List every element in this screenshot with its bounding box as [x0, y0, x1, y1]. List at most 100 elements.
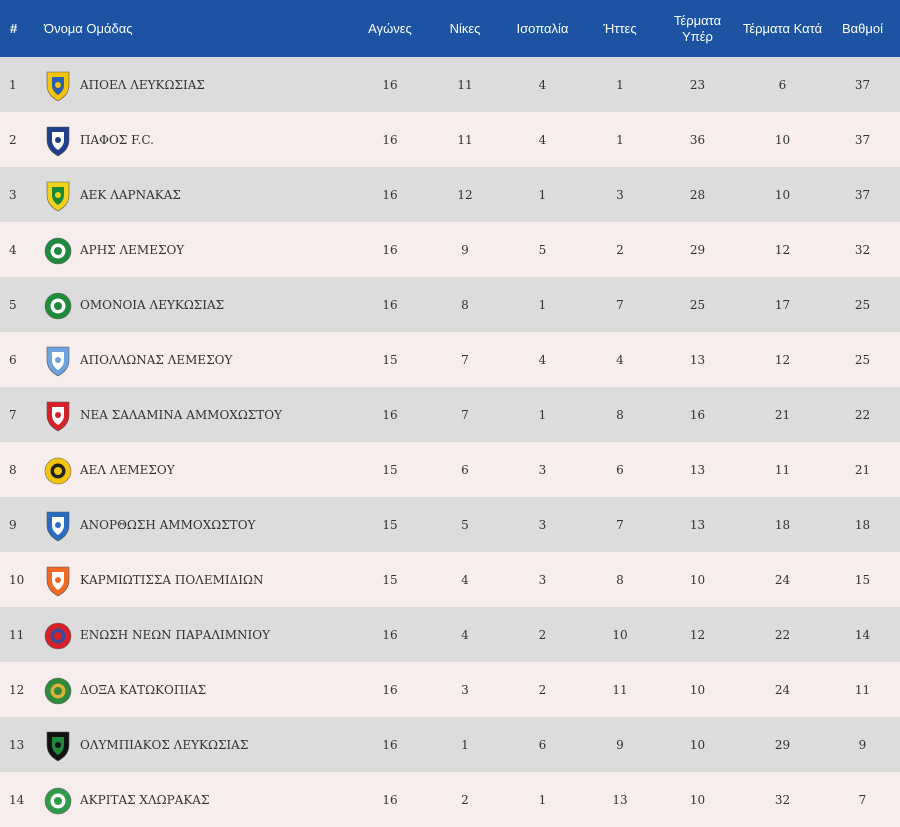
goals-for-cell: 13: [655, 332, 740, 387]
wins-cell: 5: [430, 497, 500, 552]
losses-cell: 11: [585, 662, 655, 717]
karmiotissa-crest-icon: [46, 566, 70, 596]
team-name[interactable]: ΑΡΗΣ ΛΕΜΕΣΟΥ: [80, 242, 185, 257]
team-info: ΑΠΟΕΛ ΛΕΥΚΩΣΙΑΣ: [44, 57, 350, 112]
team-info: ΑΠΟΛΛΩΝΑΣ ΛΕΜΕΣΟΥ: [44, 332, 350, 387]
points-cell: 14: [825, 607, 900, 662]
team-name[interactable]: ΟΛΥΜΠΙΑΚΟΣ ΛΕΥΚΩΣΙΑΣ: [80, 737, 249, 752]
table-row[interactable]: 7 ΝΕΑ ΣΑΛΑΜΙΝΑ ΑΜΜΟΧΩΣΤΟΥ 16 7 1 8 16 21 22: [0, 387, 900, 442]
team-name[interactable]: ΠΑΦΟΣ F.C.: [80, 132, 154, 147]
played-cell: 16: [350, 277, 430, 332]
wins-cell: 6: [430, 442, 500, 497]
position-cell: 7: [0, 387, 40, 442]
draws-cell: 2: [500, 607, 585, 662]
team-name[interactable]: ΑΝΟΡΘΩΣΗ ΑΜΜΟΧΩΣΤΟΥ: [80, 517, 256, 532]
table-row[interactable]: 14 ΑΚΡΙΤΑΣ ΧΛΩΡΑΚΑΣ 16 2 1 13 10 32 7: [0, 772, 900, 827]
team-cell: ΝΕΑ ΣΑΛΑΜΙΝΑ ΑΜΜΟΧΩΣΤΟΥ: [40, 387, 350, 442]
table-row[interactable]: 13 ΟΛΥΜΠΙΑΚΟΣ ΛΕΥΚΩΣΙΑΣ 16 1 6 9 10 29 9: [0, 717, 900, 772]
position-cell: 5: [0, 277, 40, 332]
losses-cell: 8: [585, 387, 655, 442]
team-cell: ΑΕΛ ΛΕΜΕΣΟΥ: [40, 442, 350, 497]
table-row[interactable]: 12 ΔΟΞΑ ΚΑΤΩΚΟΠΙΑΣ 16 3 2 11 10 24 11: [0, 662, 900, 717]
team-name[interactable]: ΑΚΡΙΤΑΣ ΧΛΩΡΑΚΑΣ: [80, 792, 210, 807]
team-name[interactable]: ΚΑΡΜΙΩΤΙΣΣΑ ΠΟΛΕΜΙΔΙΩΝ: [80, 572, 264, 587]
position-cell: 13: [0, 717, 40, 772]
played-cell: 16: [350, 717, 430, 772]
team-info: ΑΚΡΙΤΑΣ ΧΛΩΡΑΚΑΣ: [44, 772, 350, 827]
table-row[interactable]: 4 ΑΡΗΣ ΛΕΜΕΣΟΥ 16 9 5 2 29 12 32: [0, 222, 900, 277]
table-row[interactable]: 2 ΠΑΦΟΣ F.C. 16 11 4 1 36 10 37: [0, 112, 900, 167]
draws-cell: 4: [500, 112, 585, 167]
wins-cell: 8: [430, 277, 500, 332]
points-cell: 25: [825, 277, 900, 332]
wins-cell: 4: [430, 552, 500, 607]
goals-against-cell: 21: [740, 387, 825, 442]
position-cell: 12: [0, 662, 40, 717]
wins-cell: 4: [430, 607, 500, 662]
header-draws: Ισοπαλία: [500, 0, 585, 57]
team-info: ΑΕΛ ΛΕΜΕΣΟΥ: [44, 442, 350, 497]
team-info: ΠΑΦΟΣ F.C.: [44, 112, 350, 167]
goals-for-cell: 10: [655, 662, 740, 717]
wins-cell: 7: [430, 387, 500, 442]
team-name[interactable]: ΟΜΟΝΟΙΑ ΛΕΥΚΩΣΙΑΣ: [80, 297, 225, 312]
team-name[interactable]: ΝΕΑ ΣΑΛΑΜΙΝΑ ΑΜΜΟΧΩΣΤΟΥ: [80, 407, 283, 422]
losses-cell: 1: [585, 112, 655, 167]
team-info: ΚΑΡΜΙΩΤΙΣΣΑ ΠΟΛΕΜΙΔΙΩΝ: [44, 552, 350, 607]
losses-cell: 13: [585, 772, 655, 827]
draws-cell: 3: [500, 497, 585, 552]
table-row[interactable]: 5 ΟΜΟΝΟΙΑ ΛΕΥΚΩΣΙΑΣ 16 8 1 7 25 17 25: [0, 277, 900, 332]
position-cell: 11: [0, 607, 40, 662]
played-cell: 15: [350, 497, 430, 552]
team-name[interactable]: ΑΕΛ ΛΕΜΕΣΟΥ: [80, 462, 175, 477]
table-row[interactable]: 11 ΕΝΩΣΗ ΝΕΩΝ ΠΑΡΑΛΙΜΝΙΟΥ 16 4 2 10 12 22 14: [0, 607, 900, 662]
header-team-name: Όνομα Ομάδας: [40, 0, 350, 57]
position-cell: 3: [0, 167, 40, 222]
team-info: ΑΝΟΡΘΩΣΗ ΑΜΜΟΧΩΣΤΟΥ: [44, 497, 350, 552]
losses-cell: 6: [585, 442, 655, 497]
points-cell: 9: [825, 717, 900, 772]
team-info: ΝΕΑ ΣΑΛΑΜΙΝΑ ΑΜΜΟΧΩΣΤΟΥ: [44, 387, 350, 442]
table-row[interactable]: 3 ΑΕΚ ΛΑΡΝΑΚΑΣ 16 12 1 3 28 10 37: [0, 167, 900, 222]
goals-against-cell: 12: [740, 222, 825, 277]
goals-for-cell: 25: [655, 277, 740, 332]
draws-cell: 5: [500, 222, 585, 277]
goals-against-cell: 18: [740, 497, 825, 552]
omonoia-crest-icon: [44, 292, 72, 319]
goals-for-cell: 10: [655, 772, 740, 827]
table-row[interactable]: 9 ΑΝΟΡΘΩΣΗ ΑΜΜΟΧΩΣΤΟΥ 15 5 3 7 13 18 18: [0, 497, 900, 552]
team-name[interactable]: ΔΟΞΑ ΚΑΤΩΚΟΠΙΑΣ: [80, 682, 207, 697]
losses-cell: 7: [585, 277, 655, 332]
points-cell: 22: [825, 387, 900, 442]
team-cell: ΟΛΥΜΠΙΑΚΟΣ ΛΕΥΚΩΣΙΑΣ: [40, 717, 350, 772]
table-row[interactable]: 6 ΑΠΟΛΛΩΝΑΣ ΛΕΜΕΣΟΥ 15 7 4 4 13 12 25: [0, 332, 900, 387]
team-info: ΟΛΥΜΠΙΑΚΟΣ ΛΕΥΚΩΣΙΑΣ: [44, 717, 350, 772]
wins-cell: 3: [430, 662, 500, 717]
draws-cell: 1: [500, 772, 585, 827]
goals-for-cell: 13: [655, 497, 740, 552]
team-name[interactable]: ΕΝΩΣΗ ΝΕΩΝ ΠΑΡΑΛΙΜΝΙΟΥ: [80, 627, 271, 642]
goals-for-cell: 12: [655, 607, 740, 662]
team-name[interactable]: ΑΠΟΕΛ ΛΕΥΚΩΣΙΑΣ: [80, 77, 205, 92]
table-row[interactable]: 8 ΑΕΛ ΛΕΜΕΣΟΥ 15 6 3 6 13 11 21: [0, 442, 900, 497]
played-cell: 16: [350, 167, 430, 222]
goals-for-cell: 36: [655, 112, 740, 167]
team-name[interactable]: ΑΕΚ ΛΑΡΝΑΚΑΣ: [80, 187, 181, 202]
goals-against-cell: 11: [740, 442, 825, 497]
points-cell: 37: [825, 112, 900, 167]
draws-cell: 1: [500, 387, 585, 442]
team-cell: ΑΕΚ ΛΑΡΝΑΚΑΣ: [40, 167, 350, 222]
team-cell: ΑΠΟΕΛ ΛΕΥΚΩΣΙΑΣ: [40, 57, 350, 112]
team-info: ΟΜΟΝΟΙΑ ΛΕΥΚΩΣΙΑΣ: [44, 277, 350, 332]
header-wins: Νίκες: [430, 0, 500, 57]
table-row[interactable]: 1 ΑΠΟΕΛ ΛΕΥΚΩΣΙΑΣ 16 11 4 1 23 6 37: [0, 57, 900, 112]
anorthosis-crest-icon: [46, 511, 70, 541]
table-header-row: # Όνομα Ομάδας Αγώνες Νίκες Ισοπαλία Ήττ…: [0, 0, 900, 57]
goals-against-cell: 10: [740, 112, 825, 167]
wins-cell: 11: [430, 57, 500, 112]
table-row[interactable]: 10 ΚΑΡΜΙΩΤΙΣΣΑ ΠΟΛΕΜΙΔΙΩΝ 15 4 3 8 10 24 15: [0, 552, 900, 607]
goals-for-cell: 29: [655, 222, 740, 277]
position-cell: 4: [0, 222, 40, 277]
team-name[interactable]: ΑΠΟΛΛΩΝΑΣ ΛΕΜΕΣΟΥ: [80, 352, 233, 367]
